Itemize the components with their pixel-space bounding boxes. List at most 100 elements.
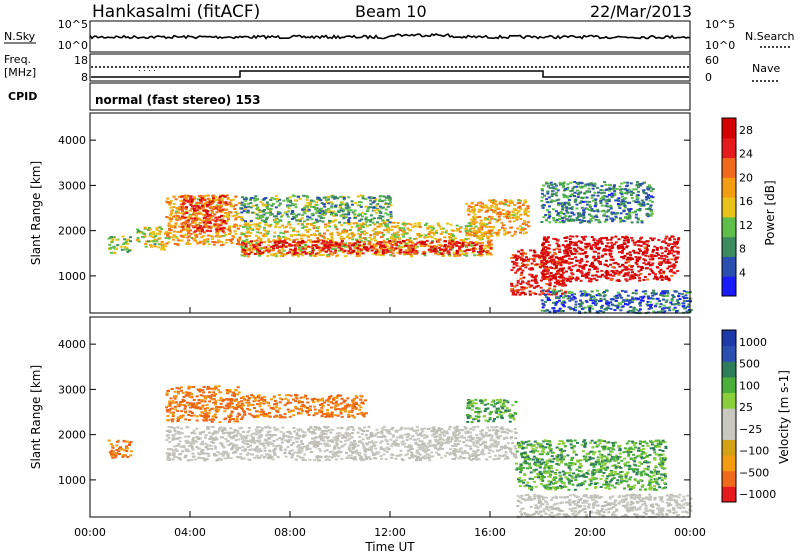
power-cell (524, 286, 528, 289)
velocity-cell (235, 406, 239, 409)
power-cell (340, 201, 344, 204)
power-cell (302, 241, 306, 244)
power-cell (556, 309, 560, 312)
power-cell (340, 208, 344, 211)
power-cell (402, 229, 406, 232)
power-cell (645, 196, 648, 198)
power-cell (252, 246, 256, 249)
power-cell (110, 241, 114, 243)
velocity-cell (189, 406, 193, 409)
velocity-cell (180, 386, 183, 389)
power-cell (571, 258, 574, 260)
power-cell (635, 263, 639, 266)
power-cell (495, 220, 499, 223)
power-cell (177, 211, 180, 214)
velocity-cell (211, 415, 215, 418)
power-cell (200, 204, 204, 207)
power-cell (598, 221, 602, 224)
power-cell (588, 213, 592, 216)
power-cell (290, 212, 294, 215)
power-cell (589, 247, 593, 250)
power-cell (357, 249, 361, 252)
power-cell (270, 253, 274, 256)
velocity-cell (115, 440, 119, 443)
power-cell (611, 270, 615, 272)
power-cell (437, 246, 441, 249)
power-cell (608, 248, 612, 251)
power-cell (441, 252, 445, 255)
power-cell (310, 246, 314, 249)
power-cell (292, 215, 296, 218)
power-cell (596, 270, 599, 273)
power-cell (662, 240, 666, 243)
power-cell (562, 185, 565, 187)
power-cell (488, 222, 492, 224)
power-cell (619, 303, 623, 306)
power-cell (176, 244, 180, 246)
power-cell (523, 222, 527, 225)
power-cell (377, 251, 381, 254)
power-cell (339, 245, 343, 248)
power-cell (648, 301, 652, 304)
power-cell (229, 199, 233, 202)
power-cell (369, 214, 373, 217)
power-cell (626, 241, 630, 244)
power-cell (461, 241, 465, 244)
power-cell (358, 237, 362, 240)
power-cell (279, 255, 283, 257)
power-cell (557, 270, 561, 273)
power-cell (451, 244, 455, 247)
power-cell (558, 299, 561, 302)
power-cell (246, 224, 250, 227)
velocity-cell (201, 404, 205, 407)
power-cell (155, 239, 159, 242)
power-cell (617, 197, 621, 200)
power-cell (669, 301, 673, 304)
power-cell (620, 182, 624, 185)
power-cell (562, 196, 566, 199)
power-cell (199, 201, 203, 204)
power-cell (574, 185, 578, 188)
power-cell (654, 275, 657, 278)
power-cell (383, 222, 387, 225)
power-cell (484, 216, 487, 219)
power-cell (525, 256, 528, 259)
power-cell (364, 248, 368, 251)
velocity-cell (187, 387, 191, 390)
power-cell (370, 245, 374, 248)
power-cell (603, 298, 607, 301)
power-cell (671, 235, 675, 238)
power-cell (592, 295, 596, 298)
power-cell (322, 211, 326, 214)
power-cell (553, 183, 557, 185)
velocity-cell (192, 414, 196, 417)
power-cell (434, 252, 438, 255)
power-cell (209, 227, 213, 230)
velocity-cell (205, 412, 209, 415)
power-cell (370, 197, 373, 199)
velocity-cell (223, 407, 227, 410)
power-cell (406, 253, 410, 256)
velocity-cell (210, 420, 214, 423)
power-cell (297, 255, 300, 258)
power-cell (590, 261, 594, 264)
power-cell (561, 183, 565, 186)
power-cell (306, 245, 310, 248)
power-cell (355, 238, 359, 241)
power-cell (490, 201, 494, 204)
power-cell (560, 256, 564, 259)
power-cell (242, 253, 246, 256)
power-cell (285, 230, 289, 233)
power-cell (386, 220, 390, 223)
power-cell (559, 267, 563, 270)
power-cell (581, 219, 585, 222)
power-cell (195, 223, 199, 226)
power-cell (485, 223, 489, 226)
power-cell (125, 247, 129, 250)
power-cell (390, 243, 394, 246)
power-cell (420, 234, 424, 237)
power-cell (622, 219, 626, 222)
power-cell (173, 214, 177, 217)
power-cell (542, 243, 546, 246)
power-cell (427, 233, 431, 236)
